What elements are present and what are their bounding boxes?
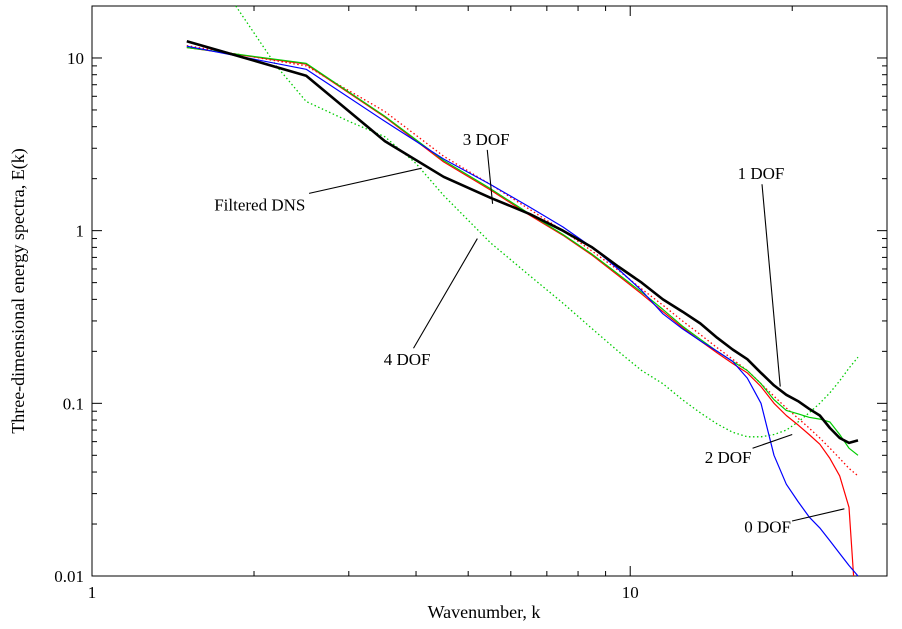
annotation-3-dof: 3 DOF (463, 130, 510, 149)
series-layer (186, 5, 859, 577)
annotation-leader-3-dof (486, 149, 494, 204)
axis-ticks (91, 5, 888, 577)
annotation-leader-2-dof (752, 433, 793, 449)
y-tick-label: 1 (76, 222, 85, 241)
annotation-leader-1-dof (761, 184, 781, 387)
series-2-dof (186, 46, 855, 577)
x-tick-label: 10 (622, 583, 639, 602)
y-tick-label: 10 (67, 49, 84, 68)
annotation-4-dof: 4 DOF (384, 350, 431, 369)
annotation-leader-filtered-dns (308, 167, 422, 194)
annotation-1-dof: 1 DOF (738, 164, 785, 183)
y-tick-label: 0.1 (63, 394, 84, 413)
tick-labels: 1 10 0.01 0.1 1 10 (54, 49, 638, 602)
x-axis-title: Wavenumber, k (428, 602, 541, 622)
series-1-dof (186, 46, 859, 456)
annotation-layer: 3 DOF Filtered DNS 1 DOF 4 DOF 2 DOF 0 DOF (214, 130, 845, 537)
annotation-leader-0-dof (791, 508, 845, 522)
annotation-0-dof: 0 DOF (744, 518, 791, 537)
series-filtered-dns (186, 39, 859, 445)
plot-frame (91, 5, 888, 577)
annotation-leader-4-dof (413, 238, 478, 349)
series-0-dof (186, 45, 859, 577)
y-tick-label: 0.01 (54, 567, 84, 586)
y-axis-title: Three-dimensional energy spectra, E(k) (8, 148, 29, 434)
x-tick-label: 1 (88, 583, 97, 602)
annotation-2-dof: 2 DOF (705, 448, 752, 467)
series-3-dof (186, 44, 859, 477)
annotation-filtered-dns: Filtered DNS (214, 195, 305, 214)
